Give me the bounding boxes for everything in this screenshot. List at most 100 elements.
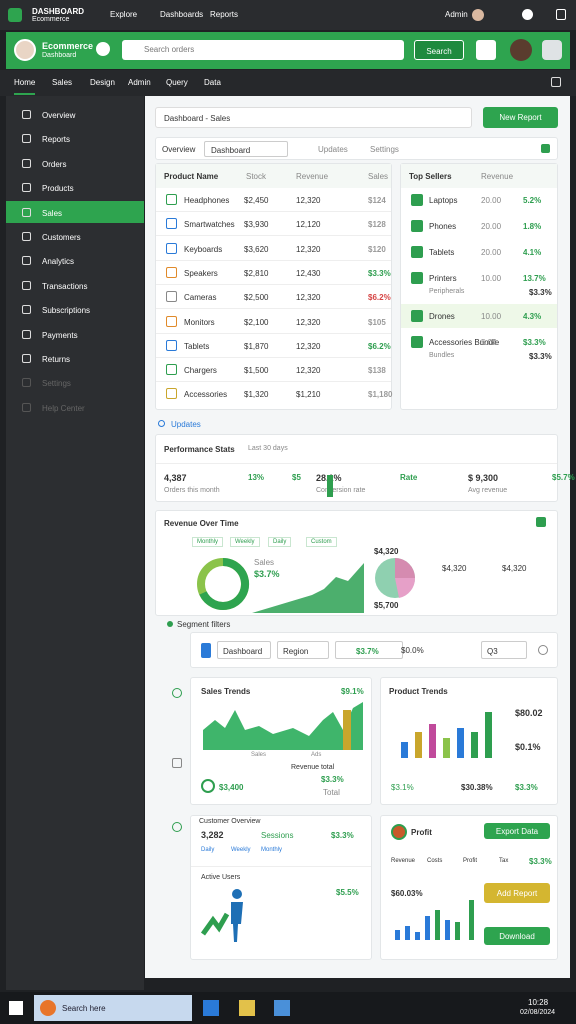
donut-label: $3.7% bbox=[254, 569, 280, 579]
sidebar-item[interactable]: Returns bbox=[42, 355, 71, 364]
table-cell: 12,320 bbox=[296, 341, 321, 351]
sidebar-item[interactable]: Subscriptions bbox=[42, 306, 91, 316]
add-report-button[interactable]: Add Report bbox=[484, 883, 550, 903]
card-link[interactable]: Weekly bbox=[231, 847, 251, 853]
tab[interactable]: Query bbox=[166, 78, 188, 87]
notification-icon[interactable] bbox=[556, 9, 566, 20]
segment-select[interactable]: Region bbox=[277, 641, 329, 659]
side-icon[interactable] bbox=[172, 822, 182, 832]
settings-icon[interactable] bbox=[542, 40, 562, 60]
sidebar-item[interactable]: Sales bbox=[42, 208, 63, 218]
sidebar-icon bbox=[22, 183, 31, 193]
card-link[interactable]: Daily bbox=[201, 847, 215, 853]
list-icon bbox=[411, 194, 423, 206]
table-cell: Monitors bbox=[184, 317, 215, 327]
menu-item[interactable]: Explore bbox=[110, 10, 138, 19]
legend-item: Profit bbox=[463, 858, 478, 864]
list-icon bbox=[411, 336, 423, 348]
axis-label: Ads bbox=[311, 752, 322, 758]
table-cell: 12,320 bbox=[296, 317, 321, 327]
user-name[interactable]: Admin bbox=[445, 10, 468, 19]
footer-value: $3,400 bbox=[219, 783, 244, 792]
export-button[interactable]: Export Data bbox=[484, 823, 550, 839]
chip[interactable]: Monthly bbox=[192, 537, 224, 547]
sidebar-item[interactable]: Settings bbox=[42, 379, 71, 389]
folder-icon[interactable] bbox=[239, 1000, 255, 1016]
search-input[interactable]: Search orders bbox=[122, 40, 404, 60]
sidebar-item[interactable]: Reports bbox=[42, 135, 71, 145]
help-icon[interactable] bbox=[522, 9, 533, 20]
list-sub: Bundles bbox=[429, 352, 455, 359]
sidebar-icon bbox=[22, 110, 31, 119]
profile-avatar[interactable] bbox=[510, 39, 532, 61]
app-icon[interactable] bbox=[203, 1000, 219, 1016]
filter-select[interactable]: Dashboard bbox=[204, 141, 288, 157]
browser-icon[interactable] bbox=[40, 1000, 56, 1016]
taskbar: Search here 10:28 02/08/2024 bbox=[0, 992, 576, 1024]
filter-option[interactable]: Settings bbox=[370, 145, 399, 154]
area-label: Sales bbox=[254, 558, 275, 567]
clock-time: 10:28 bbox=[528, 998, 549, 1007]
chip[interactable]: Weekly bbox=[230, 537, 260, 547]
filter-icon[interactable] bbox=[541, 144, 550, 153]
segment-select[interactable]: Q3 bbox=[481, 641, 527, 659]
filter-option[interactable]: Updates bbox=[318, 145, 348, 154]
sales-icon[interactable] bbox=[536, 517, 546, 527]
toolbar-search[interactable]: Dashboard - Sales bbox=[155, 107, 472, 128]
tab[interactable]: Sales bbox=[52, 78, 73, 87]
header-title: Ecommerce bbox=[42, 41, 94, 51]
sidebar-item[interactable]: Products bbox=[42, 184, 74, 194]
table-header: Revenue bbox=[296, 172, 329, 181]
sidebar-item[interactable]: Transactions bbox=[42, 281, 88, 291]
sidebar-item[interactable]: Payments bbox=[42, 330, 78, 340]
side-icon[interactable] bbox=[172, 758, 182, 768]
card-change: $3.3% bbox=[529, 857, 552, 866]
segment-select[interactable]: Dashboard bbox=[217, 641, 271, 659]
chip[interactable]: Custom bbox=[306, 537, 337, 547]
segment-icon[interactable] bbox=[201, 643, 211, 658]
card-link[interactable]: Monthly bbox=[261, 847, 283, 853]
list-value: 5.04 bbox=[481, 338, 497, 347]
card-value: $60.03% bbox=[391, 889, 423, 898]
table-cell: $2,100 bbox=[244, 317, 269, 327]
status-icon[interactable] bbox=[96, 42, 110, 56]
tab[interactable]: Home bbox=[14, 78, 36, 95]
start-button[interactable] bbox=[9, 1001, 23, 1015]
refresh-icon[interactable] bbox=[538, 645, 548, 655]
sidebar-icon bbox=[22, 134, 31, 144]
kpi-card: Performance Stats Last 30 days 4,387 Orders… bbox=[155, 434, 575, 502]
top-sellers: Top Sellers Revenue Laptops 20.00 5.2% Phones… bbox=[400, 163, 558, 410]
sidebar-item[interactable]: Help Center bbox=[42, 403, 85, 413]
sidebar-item[interactable]: Orders bbox=[42, 159, 67, 169]
customer-card: Customer Overview 3,282 Sessions $3.3% D… bbox=[190, 815, 372, 960]
bar-chart bbox=[401, 712, 492, 758]
kpi-value: $ 9,300 bbox=[468, 473, 499, 483]
illustration bbox=[201, 889, 243, 942]
side-icon[interactable] bbox=[172, 688, 182, 698]
download-button[interactable]: Download bbox=[484, 927, 550, 945]
toolbar-button[interactable]: New Report bbox=[483, 107, 558, 128]
tab[interactable]: Design bbox=[90, 78, 115, 87]
product-table: Product Name Stock Revenue Sales Headphones $… bbox=[155, 163, 392, 410]
tab[interactable]: Data bbox=[204, 78, 221, 87]
tab[interactable]: Admin bbox=[128, 78, 151, 87]
sidebar-item[interactable]: Overview bbox=[42, 111, 76, 120]
sidebar-item[interactable]: Analytics bbox=[42, 257, 75, 267]
search-button[interactable]: Search bbox=[414, 40, 464, 60]
sidebar-item[interactable]: Customers bbox=[42, 233, 81, 242]
menu-item[interactable]: Reports bbox=[210, 10, 239, 19]
logo[interactable] bbox=[8, 8, 22, 22]
taskbar-search[interactable]: Search here bbox=[34, 995, 192, 1021]
app-icon[interactable] bbox=[274, 1000, 290, 1016]
footer-value: $3.3% bbox=[515, 783, 538, 792]
tab-menu-icon[interactable] bbox=[551, 77, 561, 87]
list-name: Accessories Bundle bbox=[429, 338, 500, 347]
chip[interactable]: Daily bbox=[268, 537, 292, 547]
table-cell: Headphones bbox=[184, 196, 230, 205]
avatar[interactable] bbox=[472, 9, 484, 21]
menu-item[interactable]: Dashboards bbox=[160, 10, 204, 19]
table-cell: Chargers bbox=[184, 366, 217, 376]
avatar[interactable] bbox=[14, 39, 36, 61]
cart-icon[interactable] bbox=[476, 40, 496, 60]
